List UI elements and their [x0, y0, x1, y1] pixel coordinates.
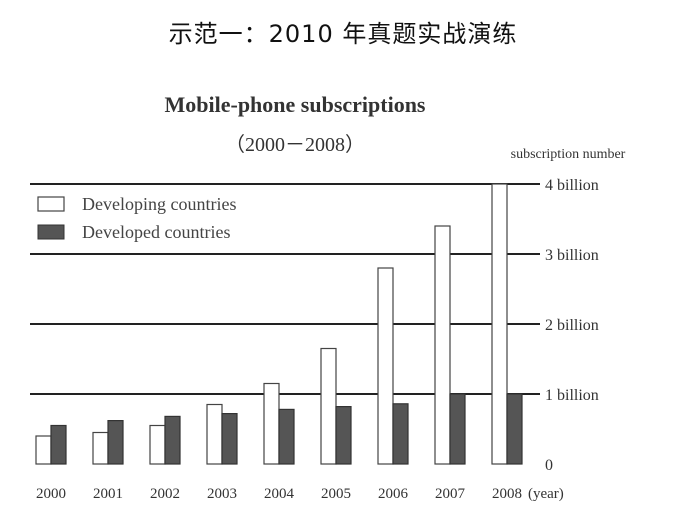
bar-developed-2005 — [335, 406, 352, 465]
x-tick-label-2001: 2001 — [93, 486, 123, 502]
bar-developed-2001 — [107, 420, 124, 465]
legend: Developing countries Developed countries — [37, 194, 236, 242]
x-tick-label-2003: 2003 — [207, 486, 237, 502]
bar-developing-2005 — [320, 347, 337, 465]
bar-developed-2003 — [221, 413, 238, 465]
legend-label-developing: Developing countries — [82, 194, 236, 214]
y-axis-label: subscription number — [511, 147, 626, 162]
chart-title: Mobile-phone subscriptions — [165, 92, 426, 117]
bar-developing-2002 — [149, 424, 166, 465]
x-axis-label: (year) — [528, 486, 564, 502]
bar-developed-2007 — [449, 393, 466, 465]
bar-developing-2000 — [35, 435, 52, 465]
bar-developing-2004 — [263, 382, 280, 465]
bar-developed-2002 — [164, 415, 181, 465]
x-tick-label-2002: 2002 — [150, 486, 180, 502]
bar-developed-2000 — [50, 424, 67, 465]
bar-developing-2003 — [206, 403, 223, 465]
y-tick-label-3: 3 billion — [545, 247, 599, 264]
bars — [35, 183, 523, 465]
bar-developing-2007 — [434, 225, 451, 465]
x-tick-label-2000: 2000 — [36, 486, 66, 502]
grid-lines — [30, 183, 540, 395]
y-tick-label-4: 4 billion — [545, 177, 599, 194]
x-tick-label-2005: 2005 — [321, 486, 351, 502]
y-tick-labels: 0 1 billion 2 billion 3 billion 4 billion — [545, 177, 599, 474]
bar-developed-2006 — [392, 403, 409, 465]
x-tick-label-2006: 2006 — [378, 486, 409, 502]
y-tick-label-2: 2 billion — [545, 317, 599, 334]
x-tick-label-2004: 2004 — [264, 486, 295, 502]
bar-developing-2008 — [491, 183, 508, 465]
chart-subtitle: （2000－2008） — [225, 133, 365, 156]
legend-label-developed: Developed countries — [82, 222, 230, 242]
legend-swatch-developing — [37, 196, 65, 212]
bar-developing-2006 — [377, 267, 394, 465]
bar-developed-2004 — [278, 408, 295, 465]
y-tick-label-1: 1 billion — [545, 387, 599, 404]
bar-developed-2008 — [506, 393, 523, 465]
x-tick-label-2008: 2008 — [492, 486, 522, 502]
bar-developing-2001 — [92, 431, 109, 465]
x-tick-labels: 2000 2001 2002 2003 2004 2005 2006 2007 2008 — [36, 486, 522, 502]
x-tick-label-2007: 2007 — [435, 486, 466, 502]
page-heading: 示范一：2010 年真题实战演练 — [168, 20, 518, 48]
legend-swatch-developed — [37, 224, 65, 240]
y-tick-label-0: 0 — [545, 457, 553, 474]
